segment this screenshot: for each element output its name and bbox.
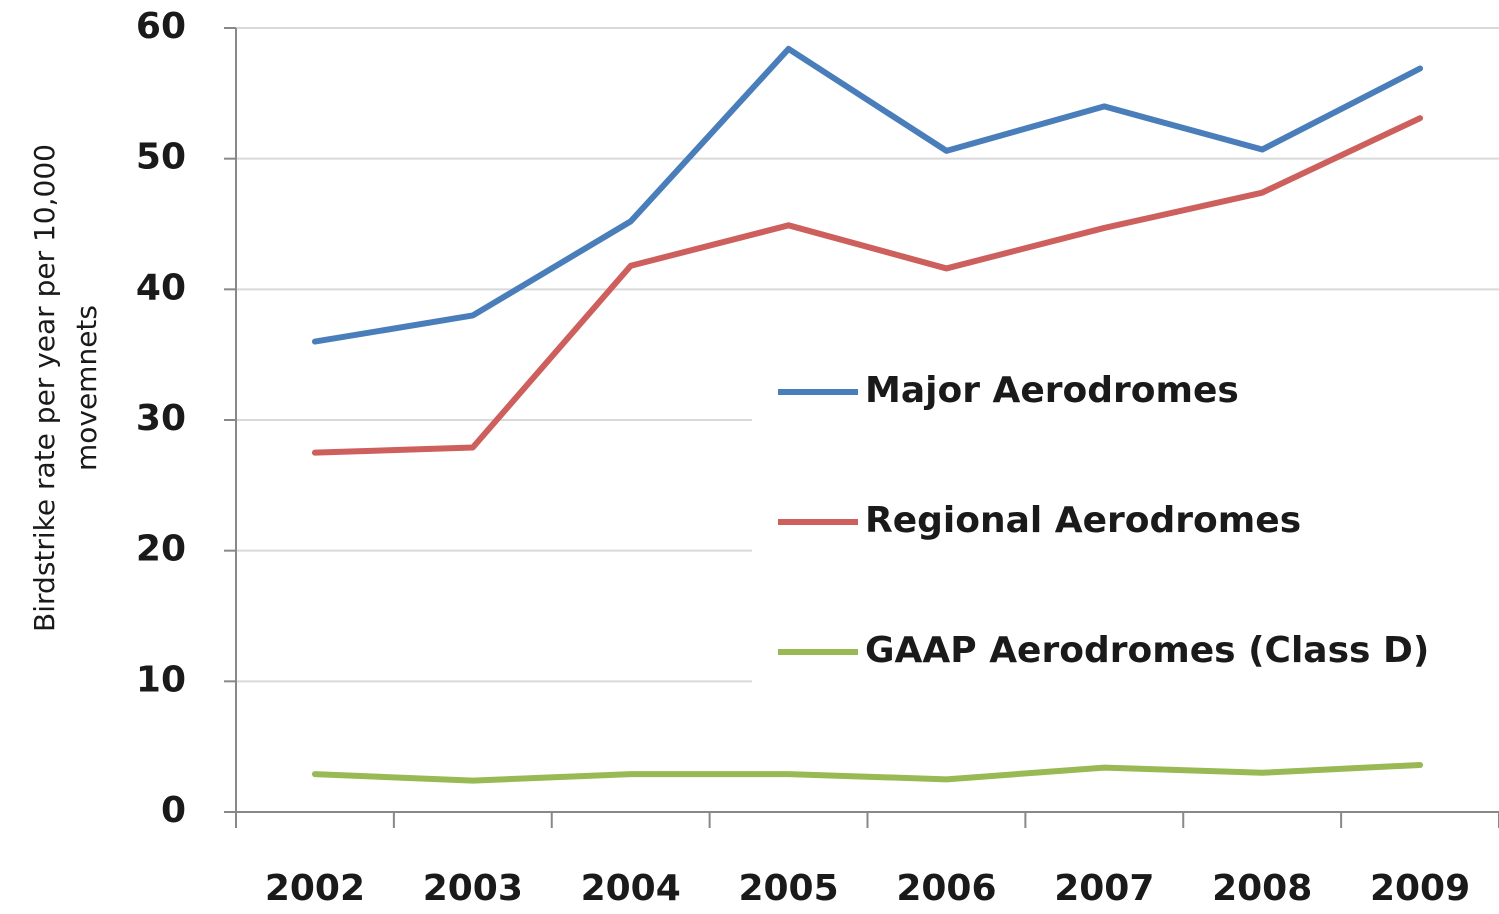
legend-box [752, 355, 1499, 685]
x-tick-label: 2008 [1212, 868, 1312, 909]
y-tick-label: 10 [136, 659, 186, 700]
legend-label: Regional Aerodromes [865, 500, 1301, 541]
series-line [311, 115, 1424, 456]
legend-label: Major Aerodromes [865, 370, 1239, 411]
y-tick-label: 40 [136, 267, 186, 308]
series-line [311, 45, 1424, 345]
x-tick-label: 2009 [1370, 868, 1470, 909]
x-tick-label: 2002 [265, 868, 365, 909]
series-line [311, 761, 1424, 784]
y-axis-label-line: Birdstrike rate per year per 10,000 [28, 144, 61, 632]
x-tick-label: 2006 [896, 868, 996, 909]
x-tick-label: 2004 [581, 868, 681, 909]
y-axis-label: Birdstrike rate per year per 10,000 movem… [28, 144, 103, 632]
x-tick-label: 2007 [1054, 868, 1154, 909]
y-tick-label: 20 [136, 529, 186, 570]
y-tick-label: 50 [136, 137, 186, 178]
legend-label: GAAP Aerodromes (Class D) [865, 630, 1429, 671]
y-axis-label-line: movemnets [70, 305, 103, 471]
y-tick-label: 30 [136, 398, 186, 439]
y-tick-label: 0 [161, 790, 186, 831]
x-tick-label: 2003 [423, 868, 523, 909]
y-tick-label: 60 [136, 6, 186, 47]
x-tick-label: 2005 [738, 868, 838, 909]
